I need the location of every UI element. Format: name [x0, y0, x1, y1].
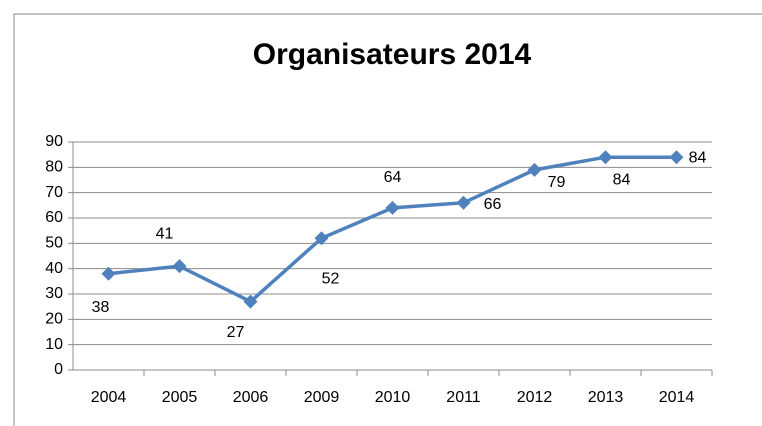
- data-marker: [243, 294, 258, 309]
- data-label: 52: [322, 270, 340, 287]
- data-marker: [598, 150, 613, 165]
- data-label: 41: [156, 225, 174, 242]
- chart-title: Organisateurs 2014: [253, 38, 532, 71]
- x-tick-label: 2012: [517, 389, 553, 406]
- y-tick-label: 70: [45, 184, 63, 201]
- x-tick-label: 2014: [659, 389, 695, 406]
- y-tick-label: 10: [45, 336, 63, 353]
- x-tick-label: 2004: [91, 389, 127, 406]
- x-tick-label: 2010: [375, 389, 411, 406]
- chart-frame: [13, 13, 762, 426]
- data-marker: [385, 200, 400, 215]
- x-tick-label: 2006: [233, 389, 269, 406]
- y-tick-label: 90: [45, 133, 63, 150]
- y-tick-label: 80: [45, 159, 63, 176]
- data-label: 27: [227, 324, 245, 341]
- y-tick-label: 50: [45, 235, 63, 252]
- y-tick-label: 0: [54, 361, 63, 378]
- x-tick-label: 2013: [588, 389, 624, 406]
- data-marker: [527, 162, 542, 177]
- data-label: 66: [484, 196, 502, 213]
- x-tick-label: 2009: [304, 389, 340, 406]
- y-tick-label: 40: [45, 260, 63, 277]
- y-tick-label: 60: [45, 209, 63, 226]
- y-tick-label: 30: [45, 285, 63, 302]
- data-marker: [314, 231, 329, 246]
- data-marker: [101, 266, 116, 281]
- data-marker: [456, 195, 471, 210]
- data-label: 79: [548, 174, 566, 191]
- data-label: 64: [384, 169, 402, 186]
- data-label: 84: [689, 149, 707, 166]
- y-tick-label: 20: [45, 311, 63, 328]
- data-marker: [172, 259, 187, 274]
- x-tick-label: 2011: [446, 389, 481, 406]
- data-label: 38: [92, 299, 110, 316]
- data-label: 84: [613, 171, 631, 188]
- data-marker: [669, 150, 684, 165]
- x-tick-label: 2005: [162, 389, 198, 406]
